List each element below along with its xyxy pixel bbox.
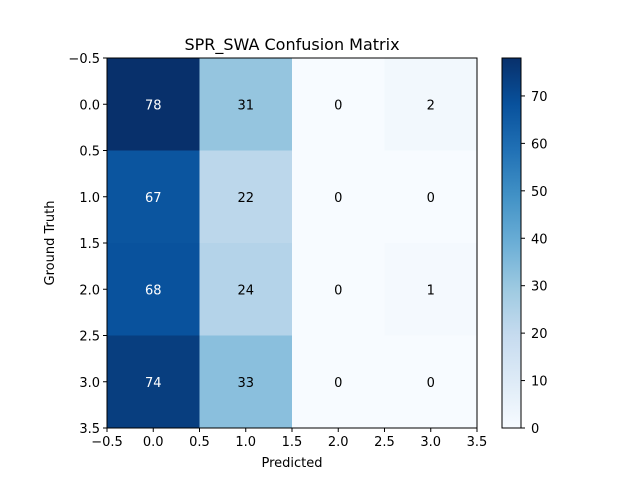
heatmap-cell-r3-c0 bbox=[107, 335, 200, 429]
heatmap-cell-r2-c1 bbox=[199, 243, 293, 336]
heatmap-cell-r1-c0 bbox=[107, 150, 200, 244]
heatmap-cell-r2-c0 bbox=[107, 243, 200, 336]
cell-value-label-r3-c3: 0 bbox=[427, 376, 435, 391]
cell-value-label-r1-c0: 67 bbox=[145, 191, 162, 206]
y-tick-label: 3.0 bbox=[79, 376, 100, 391]
x-tick-label: 1.0 bbox=[235, 435, 256, 450]
cell-value-label-r2-c0: 68 bbox=[145, 283, 162, 298]
x-tick-label: 3.0 bbox=[420, 435, 441, 450]
cell-value-label-r2-c1: 24 bbox=[237, 283, 254, 298]
x-tick-label: 0.5 bbox=[189, 435, 210, 450]
heatmap-cell-r2-c3 bbox=[384, 243, 478, 336]
heatmap-cell-labels: 78 31 0 2 67 22 0 0 68 24 0 1 74 33 0 0 bbox=[145, 98, 435, 391]
heatmap-cell-r2-c2 bbox=[292, 243, 385, 336]
x-tick-label: 2.0 bbox=[328, 435, 349, 450]
y-tick-label: 3.5 bbox=[79, 422, 100, 437]
x-tick-label: 2.5 bbox=[374, 435, 395, 450]
x-tick-label: 0.0 bbox=[143, 435, 164, 450]
colorbar-tick-label: 70 bbox=[531, 90, 548, 105]
heatmap-cell-r1-c1 bbox=[199, 150, 293, 244]
heatmap-cell-r0-c1 bbox=[199, 58, 293, 151]
colorbar-tick-label: 40 bbox=[531, 232, 548, 247]
x-tick-label: −0.5 bbox=[91, 435, 123, 450]
cell-value-label-r2-c3: 1 bbox=[427, 283, 435, 298]
heatmap-cell-r0-c3 bbox=[384, 58, 478, 151]
cell-value-label-r0-c2: 0 bbox=[334, 98, 342, 113]
cell-value-label-r1-c1: 22 bbox=[237, 191, 254, 206]
heatmap-cells bbox=[107, 58, 478, 429]
chart-title: SPR_SWA Confusion Matrix bbox=[184, 35, 399, 55]
cell-value-label-r1-c3: 0 bbox=[427, 191, 435, 206]
y-tick-label: 0.0 bbox=[79, 98, 100, 113]
heatmap-cell-r0-c2 bbox=[292, 58, 385, 151]
heatmap-cell-r3-c1 bbox=[199, 335, 293, 429]
y-axis-label: Ground Truth bbox=[43, 201, 58, 286]
cell-value-label-r3-c0: 74 bbox=[145, 376, 162, 391]
cell-value-label-r2-c2: 0 bbox=[334, 283, 342, 298]
y-axis-ticks: −0.5 0.0 0.5 1.0 1.5 2.0 2.5 3.0 3.5 bbox=[68, 52, 107, 437]
cell-value-label-r3-c2: 0 bbox=[334, 376, 342, 391]
y-tick-label: −0.5 bbox=[68, 52, 100, 67]
colorbar-tick-label: 60 bbox=[531, 137, 548, 152]
x-axis-label: Predicted bbox=[261, 456, 322, 471]
heatmap-cell-r3-c2 bbox=[292, 335, 385, 429]
x-axis-ticks: −0.5 0.0 0.5 1.0 1.5 2.0 2.5 3.0 3.5 bbox=[91, 428, 487, 450]
colorbar-tick-label: 30 bbox=[531, 280, 548, 295]
colorbar-tick-label: 50 bbox=[531, 185, 548, 200]
colorbar-ticks: 0 10 20 30 40 50 60 70 bbox=[521, 90, 548, 437]
y-tick-label: 2.5 bbox=[79, 330, 100, 345]
colorbar bbox=[501, 57, 522, 429]
cell-value-label-r3-c1: 33 bbox=[237, 376, 254, 391]
colorbar-tick-label: 0 bbox=[531, 422, 539, 437]
colorbar-tick-label: 10 bbox=[531, 375, 548, 390]
heatmap-cell-r1-c2 bbox=[292, 150, 385, 244]
cell-value-label-r0-c0: 78 bbox=[145, 98, 162, 113]
heatmap-cell-r1-c3 bbox=[384, 150, 478, 244]
y-tick-label: 1.5 bbox=[79, 237, 100, 252]
y-tick-label: 0.5 bbox=[79, 145, 100, 160]
cell-value-label-r0-c1: 31 bbox=[237, 98, 254, 113]
colorbar-tick-label: 20 bbox=[531, 327, 548, 342]
heatmap-cell-r3-c3 bbox=[384, 335, 478, 429]
y-tick-label: 1.0 bbox=[79, 191, 100, 206]
x-tick-label: 1.5 bbox=[282, 435, 303, 450]
cell-value-label-r1-c2: 0 bbox=[334, 191, 342, 206]
cell-value-label-r0-c3: 2 bbox=[427, 98, 435, 113]
heatmap-cell-r0-c0 bbox=[107, 58, 200, 151]
x-tick-label: 3.5 bbox=[467, 435, 488, 450]
y-tick-label: 2.0 bbox=[79, 283, 100, 298]
